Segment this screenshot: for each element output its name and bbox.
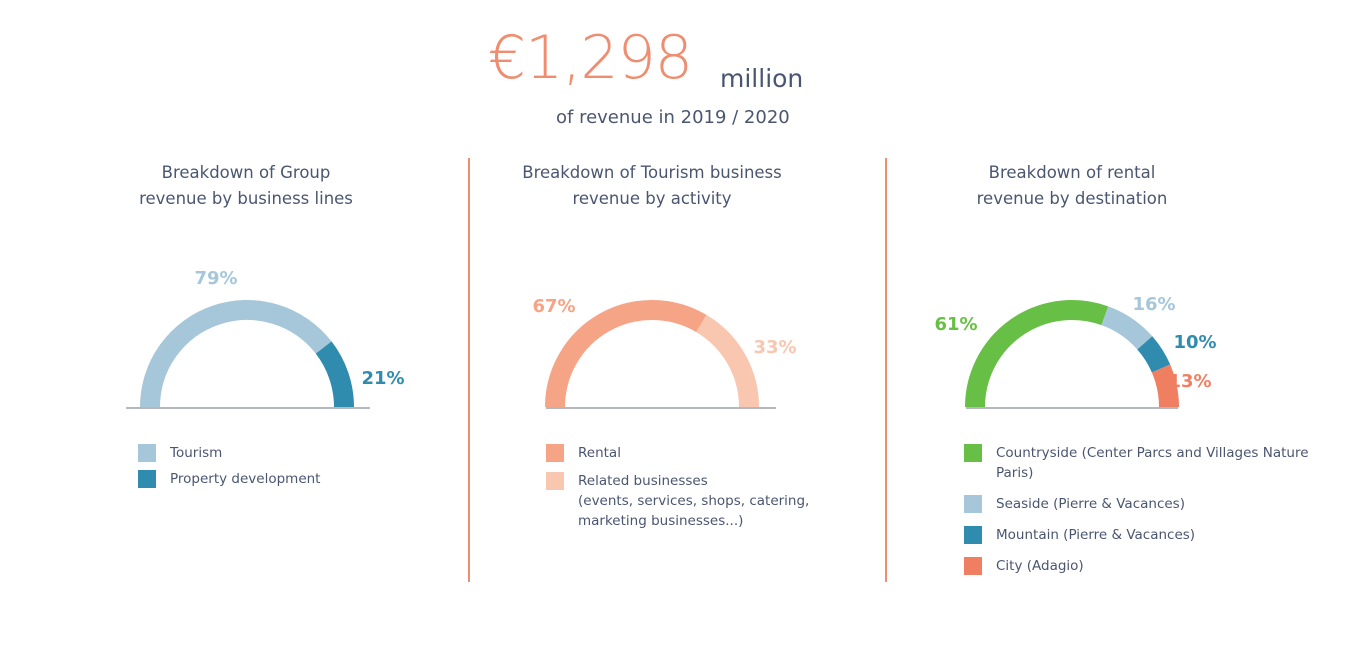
rental-destination-legend: Countryside (Center Parcs and Villages N… [964, 443, 1347, 576]
legend-swatch [964, 495, 982, 513]
legend-item: Related businesses (events, services, sh… [546, 471, 809, 531]
chart-title-line: Breakdown of Group [161, 163, 331, 182]
panel-divider [468, 158, 470, 582]
legend-swatch [138, 470, 156, 488]
legend-label: City (Adagio) [996, 558, 1084, 574]
legend-swatch [964, 557, 982, 575]
legend-item: Property development [138, 469, 320, 489]
data-label: 33% [753, 337, 796, 358]
chart-title: Breakdown of rental revenue by destinati… [922, 160, 1222, 212]
chart-title: Breakdown of Tourism business revenue by… [502, 160, 802, 212]
legend-label: Countryside (Center Parcs and Villages N… [996, 445, 1309, 481]
legend-label: Seaside (Pierre & Vacances) [996, 496, 1185, 512]
legend-label: Tourism [170, 445, 223, 461]
data-label: 61% [934, 314, 977, 335]
chart-title: Breakdown of Group revenue by business l… [96, 160, 396, 212]
business-lines-legend: Tourism Property development [138, 443, 320, 489]
legend-swatch [138, 444, 156, 462]
business-lines-panel: Breakdown of Group revenue by business l… [96, 160, 396, 580]
legend-swatch [964, 526, 982, 544]
legend-label-detail: (events, services, shops, catering, [578, 493, 810, 509]
gauge-segment [965, 300, 1109, 408]
panel-divider [885, 158, 887, 582]
revenue-unit: million [720, 64, 804, 93]
rental-destination-panel: Breakdown of rental revenue by destinati… [922, 160, 1222, 580]
legend-item: Tourism [138, 443, 320, 463]
data-label: 21% [361, 368, 404, 389]
gauge-segment [140, 300, 332, 408]
revenue-header: €1,298 million of revenue in 2019 / 2020 [0, 0, 1347, 140]
gauge-segment [545, 300, 707, 408]
data-label: 13% [1168, 371, 1211, 392]
legend-item: Seaside (Pierre & Vacances) [964, 494, 1347, 514]
legend-label: Property development [170, 471, 321, 487]
legend-item: Rental [546, 443, 809, 463]
gauge-segment [315, 341, 354, 408]
data-label: 16% [1132, 294, 1175, 315]
data-label: 10% [1173, 332, 1216, 353]
data-label: 79% [194, 268, 237, 289]
chart-title-line: revenue by business lines [139, 189, 353, 208]
legend-item: City (Adagio) [964, 556, 1347, 576]
gauge-segment [1137, 336, 1171, 373]
business-lines-gauge: 79% 21% [126, 268, 405, 409]
chart-title-line: Breakdown of Tourism business [522, 163, 782, 182]
gauge-segment [1101, 306, 1153, 350]
legend-label: Rental [578, 445, 621, 461]
gauge-segment [696, 314, 759, 408]
revenue-subtitle: of revenue in 2019 / 2020 [556, 107, 790, 128]
revenue-amount: €1,298 [488, 23, 693, 93]
legend-label: Mountain (Pierre & Vacances) [996, 527, 1196, 543]
legend-item: Countryside (Center Parcs and Villages N… [964, 443, 1347, 483]
rental-destination-gauge: 61% 16% 10% 13% [934, 294, 1217, 409]
data-label: 67% [532, 296, 575, 317]
chart-title-line: revenue by activity [572, 189, 732, 208]
chart-title-line: revenue by destination [976, 189, 1168, 208]
legend-swatch [964, 444, 982, 462]
legend-swatch [546, 472, 564, 490]
tourism-activity-gauge: 67% 33% [532, 296, 797, 409]
legend-item: Mountain (Pierre & Vacances) [964, 525, 1347, 545]
chart-title-line: Breakdown of rental [988, 163, 1156, 182]
legend-label-detail: marketing businesses...) [578, 513, 744, 529]
tourism-activity-legend: Rental Related businesses (events, servi… [546, 443, 809, 531]
legend-label: Related businesses [578, 473, 708, 489]
tourism-activity-panel: Breakdown of Tourism business revenue by… [502, 160, 802, 580]
legend-swatch [546, 444, 564, 462]
gauge-segment [1151, 364, 1179, 408]
